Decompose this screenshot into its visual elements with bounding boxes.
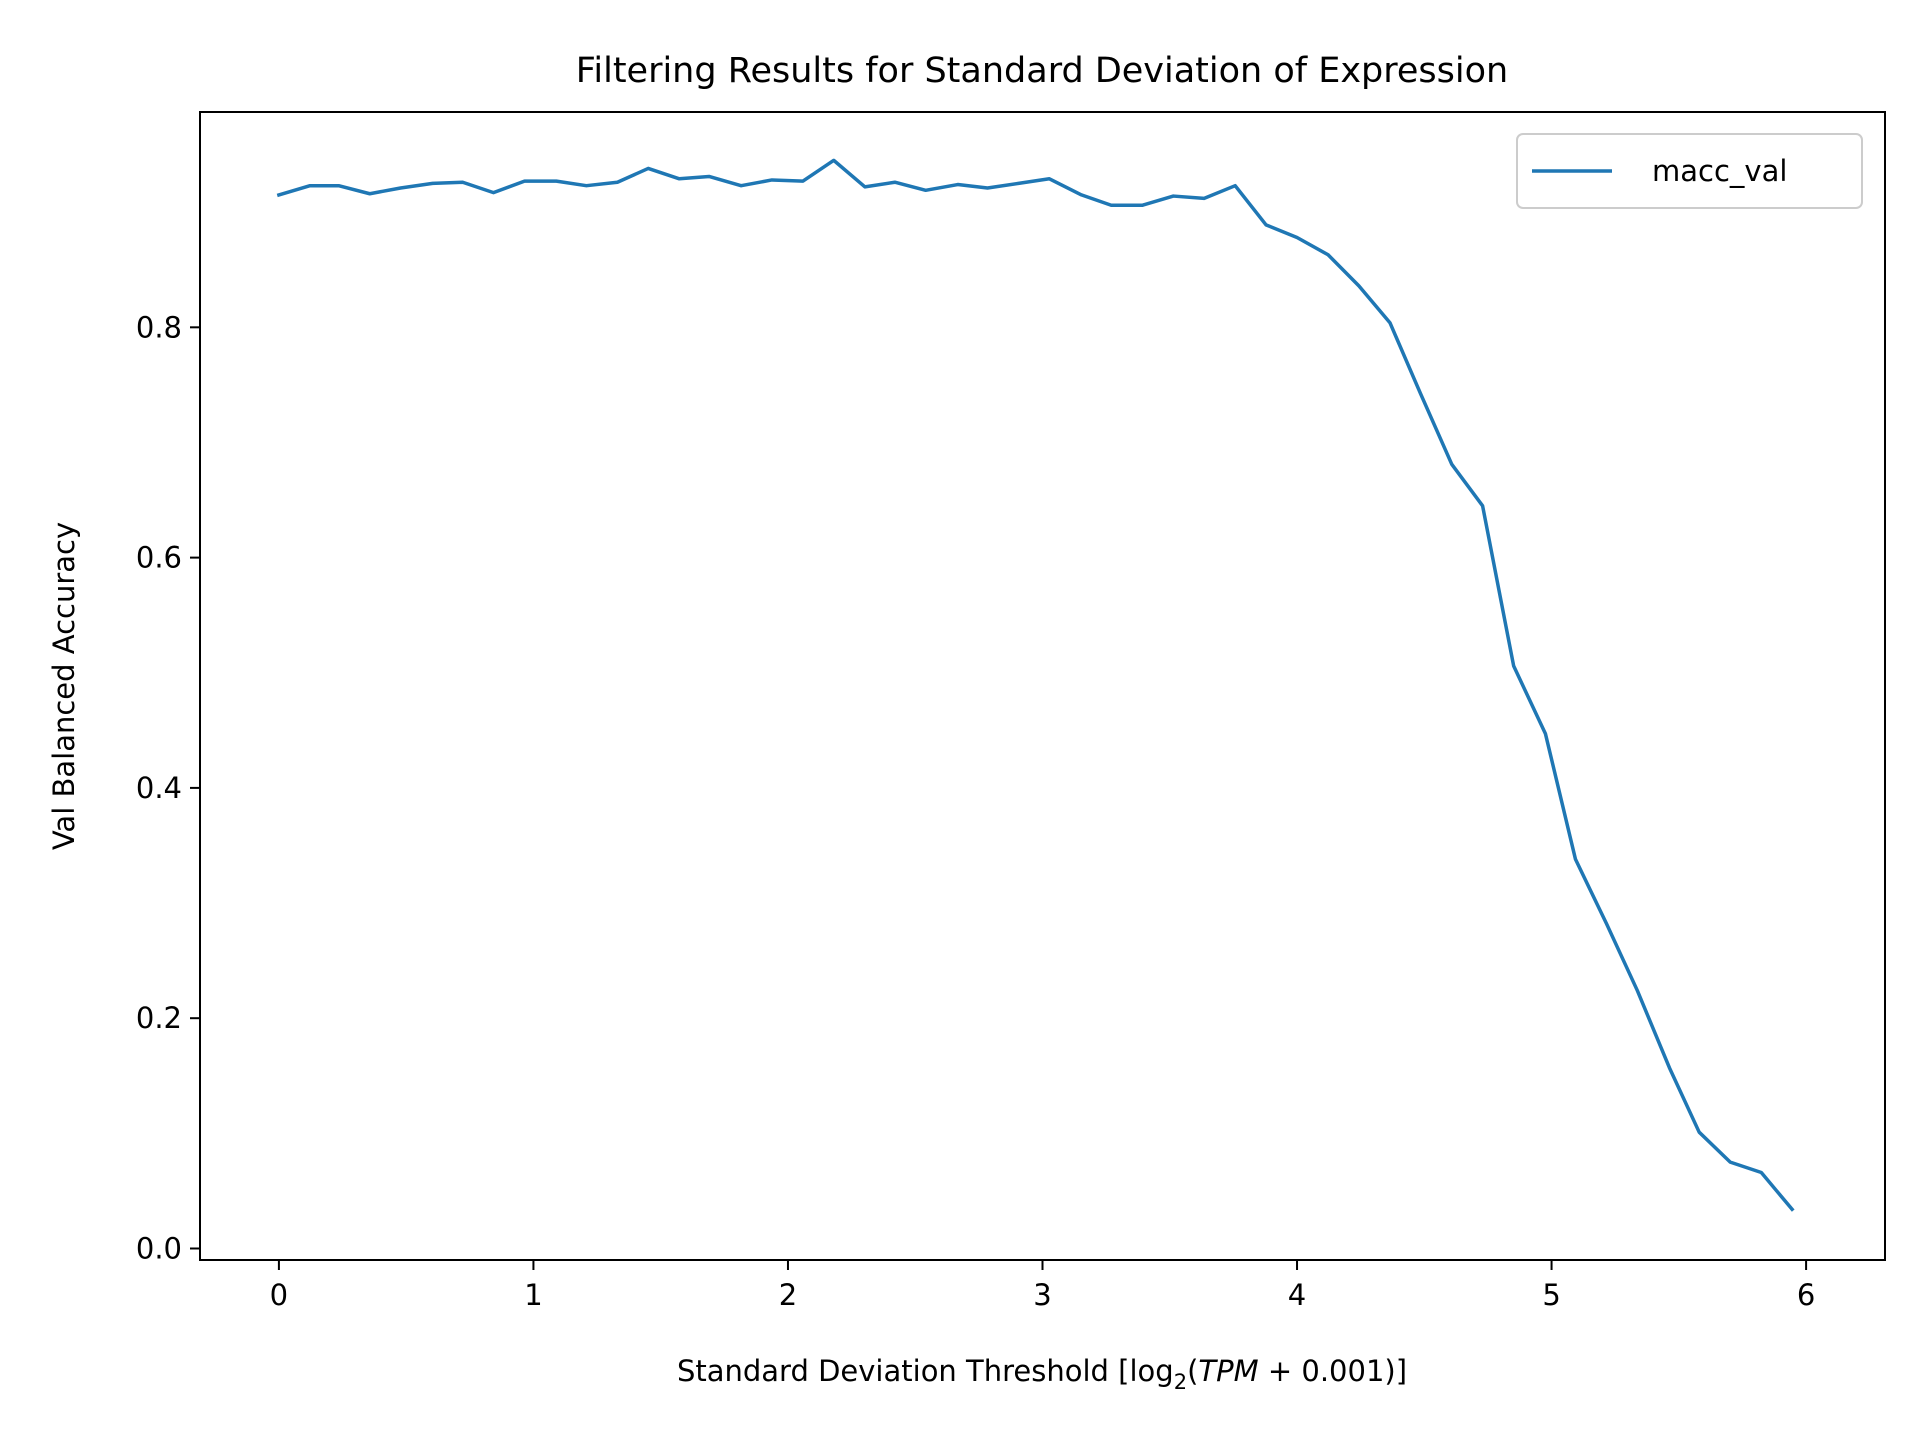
data-point: [616, 181, 619, 184]
data-point: [1419, 393, 1422, 396]
plot-series: [276, 158, 1795, 1212]
x-axis-label: Standard Deviation Threshold [log2(TPM +…: [677, 1354, 1407, 1394]
legend-box: [1516, 133, 1863, 209]
data-point: [308, 184, 311, 187]
data-point: [1481, 504, 1484, 507]
data-point: [1388, 321, 1391, 324]
y-tick-label: 0.2: [136, 1001, 182, 1035]
data-point: [924, 189, 927, 192]
x-tick-label: 2: [779, 1278, 797, 1312]
data-point: [708, 175, 711, 178]
x-axis: 0 1 2 3 4 5 6: [270, 1260, 1815, 1312]
data-point: [956, 183, 959, 186]
data-point: [492, 191, 495, 194]
data-point: [647, 167, 650, 170]
data-point: [1605, 922, 1608, 925]
x-tick-label: 0: [270, 1278, 288, 1312]
y-axis: 0.0 0.2 0.4 0.6 0.8: [136, 310, 200, 1265]
y-tick-label: 0.0: [136, 1231, 182, 1265]
data-point: [555, 180, 558, 183]
data-point: [1017, 182, 1020, 185]
x-tick-label: 3: [1033, 1278, 1051, 1312]
data-point: [399, 187, 402, 190]
data-point: [801, 180, 804, 183]
data-point: [1668, 1066, 1671, 1069]
data-point: [986, 187, 989, 190]
data-point: [1296, 236, 1299, 239]
chart-title: Filtering Results for Standard Deviation…: [576, 51, 1508, 91]
x-tick-label: 5: [1542, 1278, 1560, 1312]
data-point: [893, 181, 896, 184]
data-point: [770, 178, 773, 181]
data-point: [1172, 195, 1175, 198]
x-tick-label: 6: [1797, 1278, 1815, 1312]
legend: macc_val: [1516, 133, 1863, 209]
data-point: [1048, 177, 1051, 180]
data-point: [832, 159, 835, 162]
data-point: [1729, 1161, 1732, 1164]
data-point: [585, 184, 588, 187]
data-point: [1544, 732, 1547, 735]
data-point: [1080, 193, 1083, 196]
data-point: [1791, 1208, 1794, 1211]
series-line-macc-val: [276, 158, 1795, 1212]
x-tick-label: 1: [524, 1278, 542, 1312]
data-point: [1203, 197, 1206, 200]
data-point: [1327, 253, 1330, 256]
legend-label-macc-val: macc_val: [1652, 154, 1787, 188]
data-point: [431, 182, 434, 185]
data-point: [678, 177, 681, 180]
data-point: [1698, 1131, 1701, 1134]
data-point: [1264, 223, 1267, 226]
y-tick-label: 0.6: [136, 541, 182, 575]
data-point: [1110, 204, 1113, 207]
data-point: [1141, 204, 1144, 207]
y-tick-label: 0.8: [136, 310, 182, 344]
data-point: [337, 184, 340, 187]
data-point: [1450, 463, 1453, 466]
data-point: [1574, 858, 1577, 861]
data-point: [523, 180, 526, 183]
data-point: [1234, 184, 1237, 187]
data-point: [461, 181, 464, 184]
data-point: [1760, 1171, 1763, 1174]
data-point: [277, 193, 280, 196]
data-point: [368, 192, 371, 195]
data-point: [1512, 664, 1515, 667]
data-point: [863, 185, 866, 188]
y-tick-label: 0.4: [136, 771, 182, 805]
x-tick-label: 4: [1288, 1278, 1306, 1312]
data-point: [1357, 284, 1360, 287]
data-point: [740, 184, 743, 187]
data-point: [1636, 989, 1639, 992]
x-axis-label-subscript: 2: [1174, 1370, 1187, 1394]
y-axis-label: Val Balanced Accuracy: [47, 522, 81, 850]
